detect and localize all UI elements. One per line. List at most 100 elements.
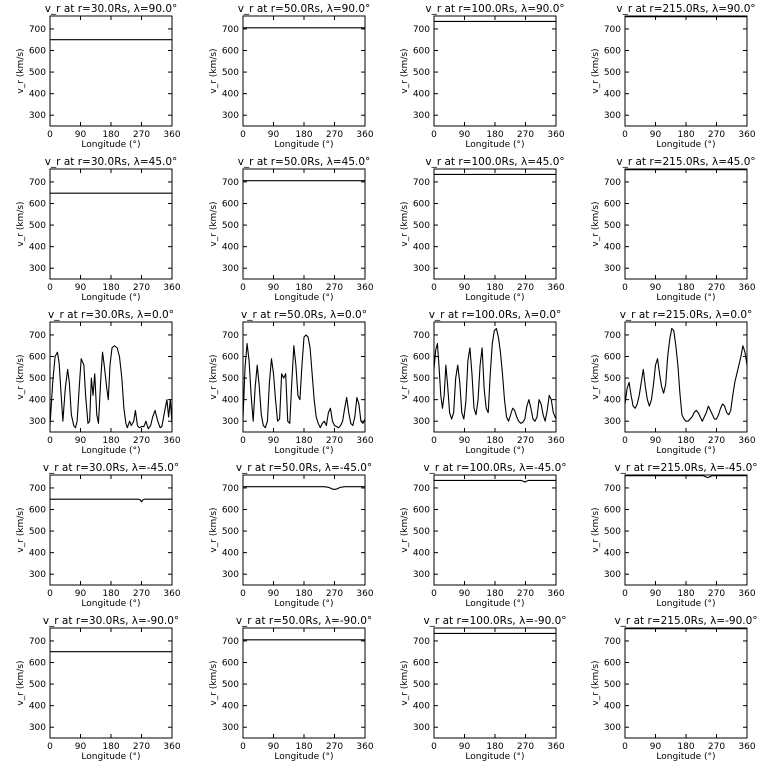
y-tick-label: 300 bbox=[413, 723, 430, 733]
x-tick-label: 270 bbox=[133, 130, 150, 140]
chart-title: v_r at r=30.0Rs, λ=-90.0° bbox=[43, 615, 179, 627]
y-tick-label: 300 bbox=[604, 264, 621, 274]
y-tick-label: 300 bbox=[413, 570, 430, 580]
y-tick-label: 300 bbox=[222, 570, 239, 580]
x-tick-label: 270 bbox=[708, 130, 725, 140]
x-tick-label: 360 bbox=[356, 436, 373, 446]
x-tick-label: 0 bbox=[240, 589, 246, 599]
y-axis-label: v_r (km/s) bbox=[209, 660, 219, 705]
x-tick-label: 270 bbox=[133, 283, 150, 293]
chart-panel-15: v_r at r=215.0Rs, λ=-45.0° 0 90 180 270 360 30… bbox=[591, 462, 758, 609]
x-tick-label: 180 bbox=[102, 589, 119, 599]
y-tick-label: 600 bbox=[413, 200, 430, 210]
y-tick-label: 300 bbox=[29, 570, 46, 580]
x-tick-label: 90 bbox=[650, 283, 662, 293]
x-tick-label: 180 bbox=[677, 283, 694, 293]
y-axis-label: v_r (km/s) bbox=[400, 354, 410, 399]
y-tick-label: 500 bbox=[413, 68, 430, 78]
chart-title: v_r at r=30.0Rs, λ=45.0° bbox=[45, 156, 178, 168]
y-axis-label: v_r (km/s) bbox=[209, 507, 219, 552]
y-tick-label: 400 bbox=[413, 549, 430, 559]
x-tick-label: 90 bbox=[268, 283, 280, 293]
y-tick-label: 500 bbox=[222, 374, 239, 384]
chart-title: v_r at r=100.0Rs, λ=90.0° bbox=[425, 3, 564, 15]
x-tick-label: 0 bbox=[622, 130, 628, 140]
plot-frame bbox=[624, 321, 748, 433]
x-tick-label: 270 bbox=[133, 436, 150, 446]
x-tick-label: 360 bbox=[738, 283, 755, 293]
x-tick-label: 0 bbox=[431, 742, 437, 752]
y-tick-label: 700 bbox=[29, 331, 46, 341]
y-tick-label: 600 bbox=[29, 47, 46, 57]
chart-title: v_r at r=215.0Rs, λ=-90.0° bbox=[614, 615, 757, 627]
x-tick-label: 180 bbox=[677, 742, 694, 752]
x-tick-label: 90 bbox=[268, 742, 280, 752]
x-tick-label: 180 bbox=[486, 589, 503, 599]
x-tick-label: 360 bbox=[163, 130, 180, 140]
x-tick-label: 90 bbox=[650, 742, 662, 752]
x-axis-label: Longitude (°) bbox=[81, 599, 140, 609]
x-axis-label: Longitude (°) bbox=[465, 293, 524, 303]
y-tick-label: 500 bbox=[222, 680, 239, 690]
y-tick-label: 700 bbox=[413, 331, 430, 341]
x-tick-label: 270 bbox=[708, 589, 725, 599]
y-tick-label: 600 bbox=[413, 659, 430, 669]
y-tick-label: 600 bbox=[604, 353, 621, 363]
x-tick-label: 360 bbox=[163, 436, 180, 446]
y-axis-label: v_r (km/s) bbox=[591, 354, 601, 399]
plot-frame bbox=[242, 627, 366, 739]
chart-panel-12: v_r at r=30.0Rs, λ=-45.0° 0 90 180 270 360 300… bbox=[16, 462, 181, 609]
x-tick-label: 180 bbox=[677, 130, 694, 140]
chart-panel-6: v_r at r=100.0Rs, λ=45.0° 0 90 180 270 360 300… bbox=[400, 156, 565, 303]
y-axis-label: v_r (km/s) bbox=[16, 201, 26, 246]
y-axis-label: v_r (km/s) bbox=[591, 660, 601, 705]
x-tick-label: 0 bbox=[240, 436, 246, 446]
y-tick-label: 600 bbox=[222, 506, 239, 516]
x-tick-label: 360 bbox=[738, 742, 755, 752]
x-tick-label: 90 bbox=[268, 589, 280, 599]
x-tick-label: 270 bbox=[517, 130, 534, 140]
y-tick-label: 400 bbox=[604, 702, 621, 712]
chart-panel-5: v_r at r=50.0Rs, λ=45.0° 0 90 180 270 360 300 4… bbox=[209, 156, 374, 303]
y-tick-label: 400 bbox=[29, 90, 46, 100]
y-tick-label: 400 bbox=[413, 90, 430, 100]
chart-panel-11: v_r at r=215.0Rs, λ=0.0° 0 90 180 270 360 300 4… bbox=[591, 309, 756, 456]
x-axis-label: Longitude (°) bbox=[81, 752, 140, 762]
x-axis-label: Longitude (°) bbox=[81, 293, 140, 303]
y-tick-label: 300 bbox=[413, 264, 430, 274]
chart-title: v_r at r=215.0Rs, λ=45.0° bbox=[616, 156, 755, 168]
x-tick-label: 90 bbox=[268, 436, 280, 446]
plot-frame bbox=[624, 474, 748, 586]
y-axis-label: v_r (km/s) bbox=[400, 48, 410, 93]
chart-title: v_r at r=100.0Rs, λ=-90.0° bbox=[423, 615, 566, 627]
y-tick-label: 500 bbox=[604, 374, 621, 384]
x-tick-label: 90 bbox=[75, 589, 87, 599]
y-tick-label: 500 bbox=[29, 374, 46, 384]
y-axis-label: v_r (km/s) bbox=[16, 660, 26, 705]
x-tick-label: 90 bbox=[459, 589, 471, 599]
y-tick-label: 400 bbox=[604, 90, 621, 100]
y-axis-label: v_r (km/s) bbox=[209, 354, 219, 399]
plot-frame bbox=[433, 474, 557, 586]
series-line bbox=[434, 479, 556, 483]
y-tick-label: 400 bbox=[413, 702, 430, 712]
x-axis-label: Longitude (°) bbox=[274, 140, 333, 150]
plot-frame bbox=[433, 15, 557, 127]
y-tick-label: 700 bbox=[222, 178, 239, 188]
x-tick-label: 360 bbox=[356, 742, 373, 752]
y-axis-label: v_r (km/s) bbox=[400, 660, 410, 705]
y-tick-label: 500 bbox=[222, 68, 239, 78]
y-tick-label: 600 bbox=[222, 47, 239, 57]
plot-frame bbox=[242, 168, 366, 280]
y-tick-label: 500 bbox=[29, 527, 46, 537]
x-axis-label: Longitude (°) bbox=[274, 293, 333, 303]
x-tick-label: 360 bbox=[547, 283, 564, 293]
y-tick-label: 700 bbox=[29, 25, 46, 35]
x-tick-label: 180 bbox=[295, 283, 312, 293]
chart-title: v_r at r=100.0Rs, λ=45.0° bbox=[425, 156, 564, 168]
chart-title: v_r at r=30.0Rs, λ=90.0° bbox=[45, 3, 178, 15]
plot-frame bbox=[624, 15, 748, 127]
chart-title: v_r at r=50.0Rs, λ=45.0° bbox=[238, 156, 371, 168]
series-line bbox=[625, 475, 747, 479]
chart-title: v_r at r=30.0Rs, λ=0.0° bbox=[48, 309, 174, 321]
